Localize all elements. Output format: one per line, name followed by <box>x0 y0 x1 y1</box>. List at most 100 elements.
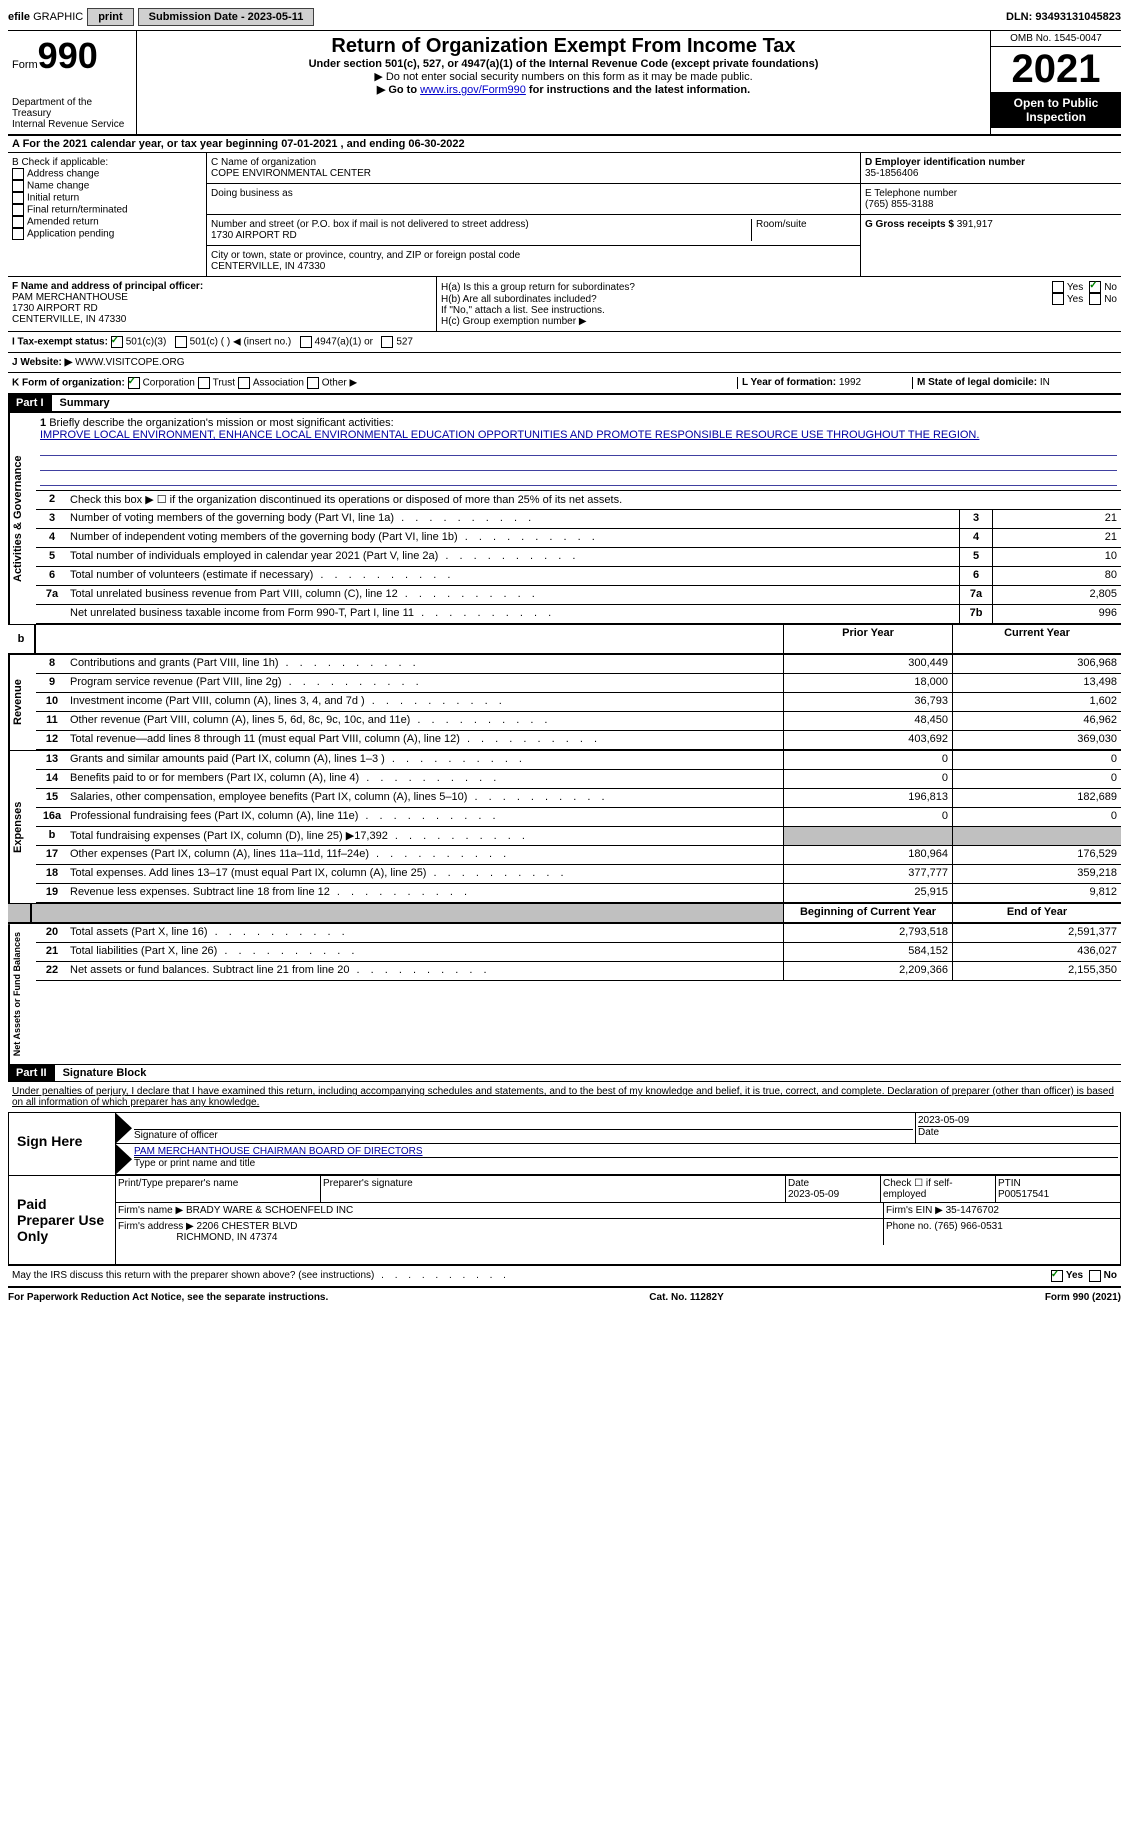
row-val: 80 <box>992 567 1121 585</box>
prior-val: 25,915 <box>783 884 952 902</box>
submission-date-button[interactable]: Submission Date - 2023-05-11 <box>138 8 315 26</box>
addr-change-checkbox[interactable] <box>12 168 24 180</box>
other-checkbox[interactable] <box>307 377 319 389</box>
firm-addr1: 2206 CHESTER BLVD <box>197 1221 298 1232</box>
col-h: H(a) Is this a group return for subordin… <box>437 277 1121 331</box>
table-row: 8 Contributions and grants (Part VIII, l… <box>36 655 1121 674</box>
name-change-label: Name change <box>27 181 89 192</box>
name-change-checkbox[interactable] <box>12 180 24 192</box>
col-b-checkboxes: B Check if applicable: Address change Na… <box>8 153 207 276</box>
row-num: 6 <box>36 567 68 585</box>
gross-box: G Gross receipts $ 391,917 <box>861 215 1121 234</box>
sign-here-label: Sign Here <box>9 1113 116 1175</box>
table-row: 16a Professional fundraising fees (Part … <box>36 808 1121 827</box>
prior-val: 196,813 <box>783 789 952 807</box>
arrow-icon <box>116 1144 132 1174</box>
current-val: 1,602 <box>952 693 1121 711</box>
row-num: 4 <box>36 529 68 547</box>
row-klm: K Form of organization: Corporation Trus… <box>8 372 1121 394</box>
assoc-checkbox[interactable] <box>238 377 250 389</box>
row-val: 2,805 <box>992 586 1121 604</box>
hc-label: H(c) Group exemption number ▶ <box>441 316 1117 327</box>
current-val: 359,218 <box>952 865 1121 883</box>
section-bcd: B Check if applicable: Address change Na… <box>8 152 1121 276</box>
row-num: 12 <box>36 731 68 749</box>
table-row: 12 Total revenue—add lines 8 through 11 … <box>36 731 1121 750</box>
table-row: 10 Investment income (Part VIII, column … <box>36 693 1121 712</box>
hb-no-checkbox[interactable] <box>1089 293 1101 305</box>
j-label: J Website: ▶ <box>12 357 72 368</box>
discuss-no-checkbox[interactable] <box>1089 1270 1101 1282</box>
row-val: 10 <box>992 548 1121 566</box>
current-val: 369,030 <box>952 731 1121 749</box>
sig-name-value: PAM MERCHANTHOUSE CHAIRMAN BOARD OF DIRE… <box>134 1146 423 1157</box>
row-box: 6 <box>959 567 992 585</box>
501c-label: 501(c) ( ) ◀ (insert no.) <box>190 337 292 348</box>
current-val <box>952 827 1121 845</box>
begin-year-hdr: Beginning of Current Year <box>783 904 952 922</box>
gross-label: G Gross receipts $ <box>865 219 954 230</box>
prior-val: 2,793,518 <box>783 924 952 942</box>
firm-name-value: BRADY WARE & SCHOENFELD INC <box>186 1205 353 1216</box>
cat-number: Cat. No. 11282Y <box>649 1292 723 1303</box>
row-num: 22 <box>36 962 68 980</box>
discuss-yes-checkbox[interactable] <box>1051 1270 1063 1282</box>
row-desc: Total expenses. Add lines 13–17 (must eq… <box>68 865 783 883</box>
final-return-checkbox[interactable] <box>12 204 24 216</box>
discuss-label: May the IRS discuss this return with the… <box>12 1270 1051 1282</box>
table-row: Net unrelated business taxable income fr… <box>36 605 1121 624</box>
year-header-row: b Prior Year Current Year <box>8 624 1121 654</box>
q2-label: Check this box ▶ ☐ if the organization d… <box>68 491 1121 509</box>
ha-no-checkbox[interactable] <box>1089 281 1101 293</box>
527-checkbox[interactable] <box>381 336 393 348</box>
row-desc: Benefits paid to or for members (Part IX… <box>68 770 783 788</box>
year-cell: OMB No. 1545-0047 2021 Open to Public In… <box>991 31 1121 134</box>
501c3-checkbox[interactable] <box>111 336 123 348</box>
form-subtitle: Under section 501(c), 527, or 4947(a)(1)… <box>141 58 986 70</box>
prior-val: 0 <box>783 751 952 769</box>
arrow-icon <box>116 1113 132 1143</box>
sign-section: Sign Here Signature of officer 2023-05-0… <box>8 1112 1121 1176</box>
row-box: 7b <box>959 605 992 623</box>
k-label: K Form of organization: <box>12 378 125 389</box>
note2: ▶ Go to www.irs.gov/Form990 for instruct… <box>141 83 986 96</box>
city-label: City or town, state or province, country… <box>211 250 856 261</box>
trust-checkbox[interactable] <box>198 377 210 389</box>
table-row: 20 Total assets (Part X, line 16) 2,793,… <box>36 924 1121 943</box>
firm-addr2: RICHMOND, IN 47374 <box>176 1232 277 1243</box>
efile-label: efile GRAPHIC <box>8 11 83 23</box>
corp-checkbox[interactable] <box>128 377 140 389</box>
table-row: 11 Other revenue (Part VIII, column (A),… <box>36 712 1121 731</box>
amended-checkbox[interactable] <box>12 216 24 228</box>
hb-yes-checkbox[interactable] <box>1052 293 1064 305</box>
4947-checkbox[interactable] <box>300 336 312 348</box>
table-row: 14 Benefits paid to or for members (Part… <box>36 770 1121 789</box>
sig-name-label: Type or print name and title <box>134 1158 255 1169</box>
row-i-status: I Tax-exempt status: 501(c)(3) 501(c) ( … <box>8 331 1121 352</box>
prior-val: 0 <box>783 770 952 788</box>
row-desc: Grants and similar amounts paid (Part IX… <box>68 751 783 769</box>
ha-yes: Yes <box>1067 282 1083 293</box>
hb-label: H(b) Are all subordinates included? <box>441 294 1052 305</box>
irs-link[interactable]: www.irs.gov/Form990 <box>420 84 526 96</box>
row-desc: Net assets or fund balances. Subtract li… <box>68 962 783 980</box>
part2-header: Part II Signature Block <box>8 1064 1121 1082</box>
revenue-section: Revenue 8 Contributions and grants (Part… <box>8 654 1121 750</box>
row-desc: Net unrelated business taxable income fr… <box>68 605 959 623</box>
ha-yes-checkbox[interactable] <box>1052 281 1064 293</box>
row-desc: Salaries, other compensation, employee b… <box>68 789 783 807</box>
gross-value: 391,917 <box>957 219 993 230</box>
501c-checkbox[interactable] <box>175 336 187 348</box>
current-val: 2,591,377 <box>952 924 1121 942</box>
form-footer-label: Form 990 (2021) <box>1045 1292 1121 1303</box>
initial-return-checkbox[interactable] <box>12 192 24 204</box>
officer-addr2: CENTERVILLE, IN 47330 <box>12 314 126 325</box>
table-row: 22 Net assets or fund balances. Subtract… <box>36 962 1121 981</box>
app-pending-label: Application pending <box>27 229 114 240</box>
row-num: 17 <box>36 846 68 864</box>
print-button[interactable]: print <box>87 8 133 26</box>
website-value: WWW.VISITCOPE.ORG <box>75 357 184 368</box>
app-pending-checkbox[interactable] <box>12 228 24 240</box>
sig-date-value: 2023-05-09 <box>918 1115 969 1126</box>
corp-label: Corporation <box>143 378 195 389</box>
